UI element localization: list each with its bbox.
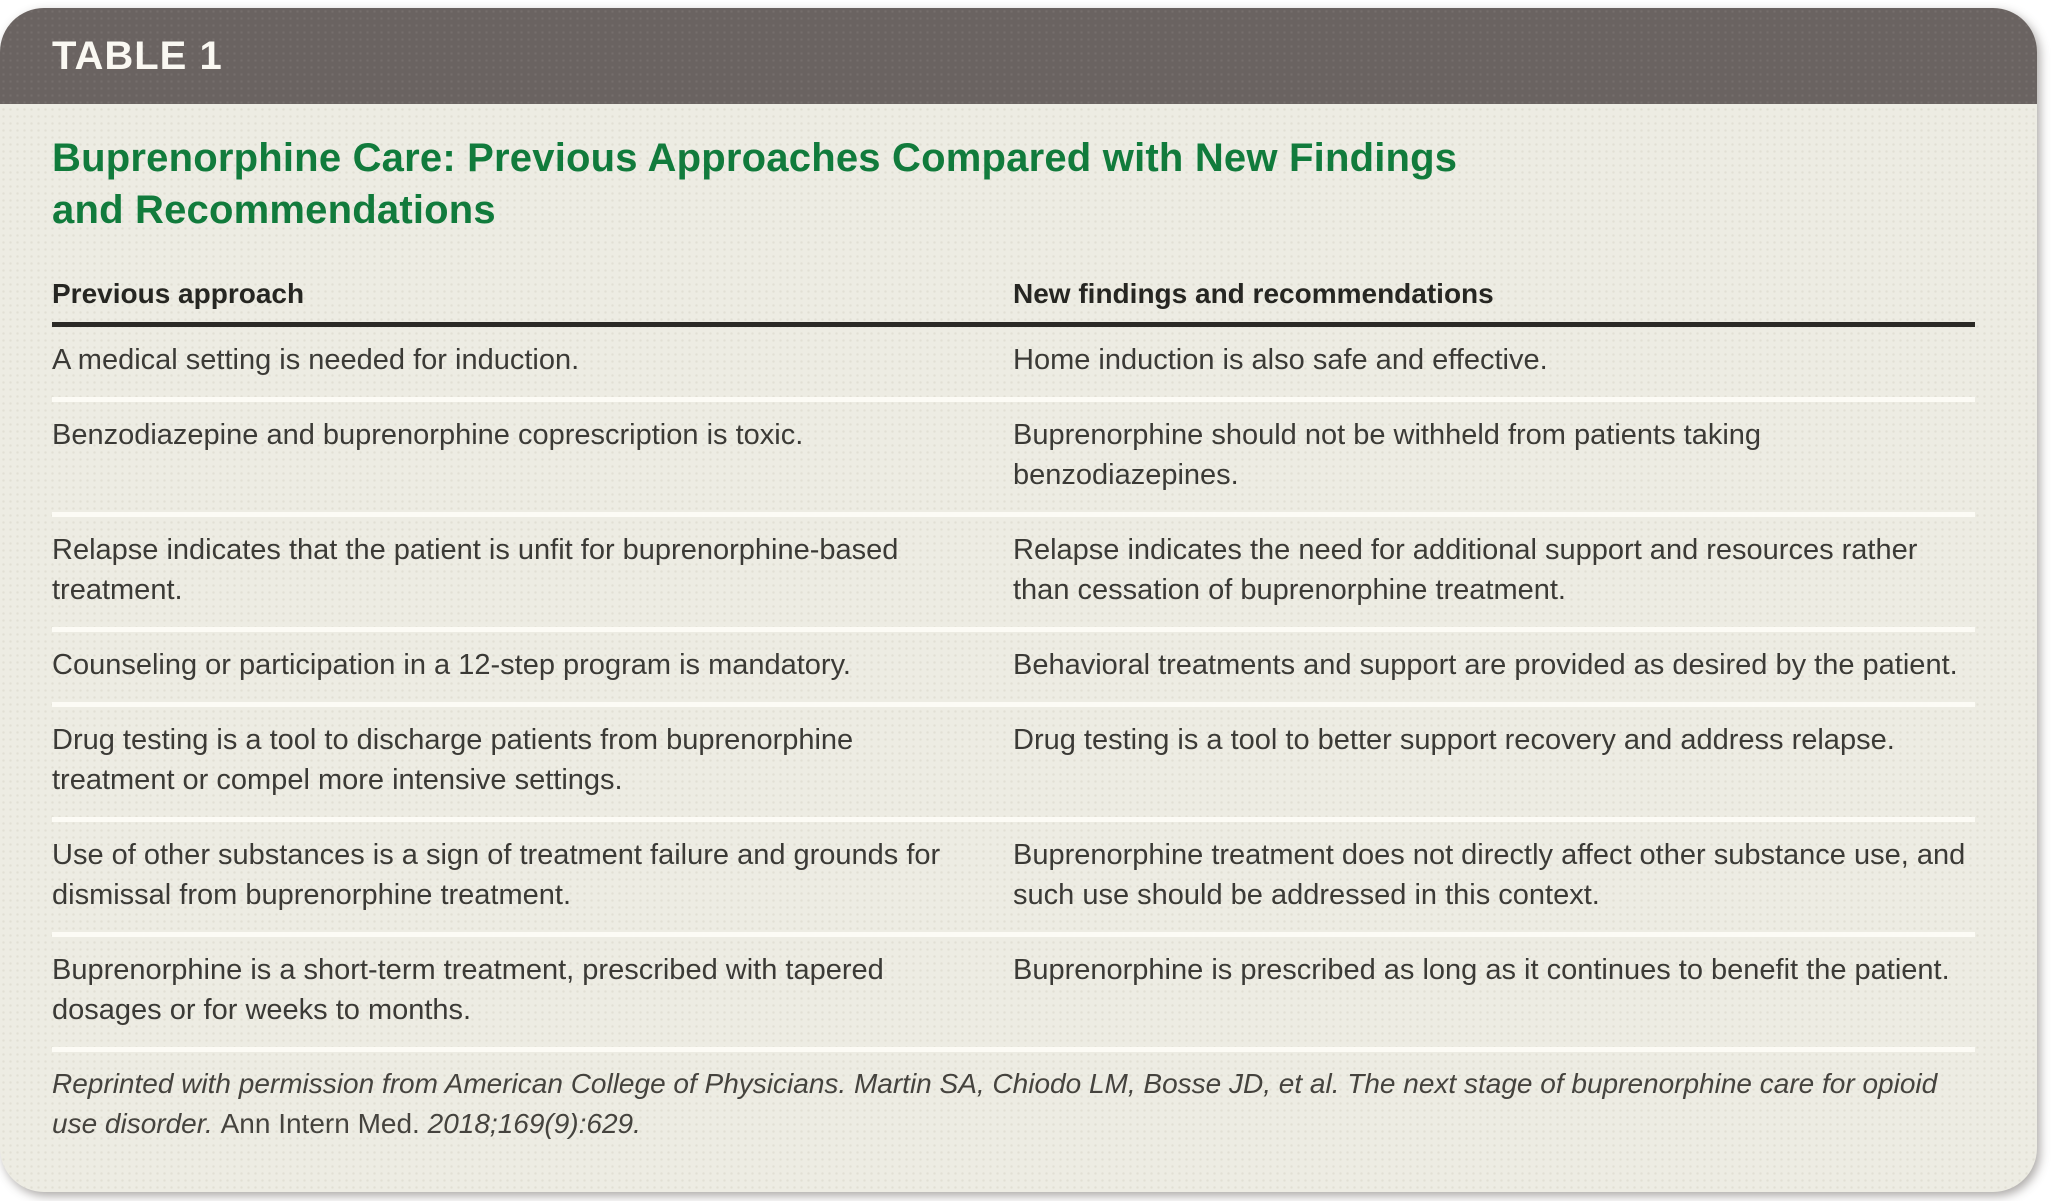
- cell-previous-approach: Buprenorphine is a short-term treatment,…: [52, 954, 884, 1026]
- table-row: Benzodiazepine and buprenorphine copresc…: [52, 402, 1975, 517]
- table-row: Counseling or participation in a 12-step…: [52, 632, 1975, 707]
- table-title: Buprenorphine Care: Previous Approaches …: [52, 132, 1975, 236]
- cell-previous-approach: Drug testing is a tool to discharge pati…: [52, 724, 854, 796]
- citation-journal-name: Ann Intern Med.: [220, 1108, 420, 1139]
- cell-previous-approach: Counseling or participation in a 12-step…: [52, 649, 851, 681]
- column-header-new-findings: New findings and recommendations: [1013, 278, 1494, 309]
- column-header-row: Previous approach New findings and recom…: [52, 278, 1975, 327]
- table-content: Buprenorphine Care: Previous Approaches …: [0, 132, 2037, 1144]
- cell-new-findings: Home induction is also safe and effectiv…: [1013, 344, 1548, 376]
- table-header-bar: TABLE 1: [0, 8, 2037, 104]
- cell-new-findings: Behavioral treatments and support are pr…: [1013, 649, 1958, 681]
- table-row: A medical setting is needed for inductio…: [52, 327, 1975, 402]
- cell-new-findings: Buprenorphine treatment does not directl…: [1013, 839, 1966, 911]
- citation: Reprinted with permission from American …: [52, 1052, 1975, 1144]
- table-card: TABLE 1 Buprenorphine Care: Previous App…: [0, 8, 2037, 1192]
- cell-new-findings: Buprenorphine should not be withheld fro…: [1013, 419, 1762, 491]
- cell-previous-approach: Benzodiazepine and buprenorphine copresc…: [52, 419, 804, 451]
- table-row: Relapse indicates that the patient is un…: [52, 517, 1975, 632]
- cell-previous-approach: Use of other substances is a sign of tre…: [52, 839, 941, 911]
- table-row: Drug testing is a tool to discharge pati…: [52, 707, 1975, 822]
- table-row: Buprenorphine is a short-term treatment,…: [52, 937, 1975, 1052]
- cell-new-findings: Buprenorphine is prescribed as long as i…: [1013, 954, 1950, 986]
- cell-previous-approach: A medical setting is needed for inductio…: [52, 344, 580, 376]
- column-header-previous-approach: Previous approach: [52, 278, 305, 309]
- citation-volume-info: 2018;169(9):629.: [419, 1108, 641, 1139]
- table-title-line1: Buprenorphine Care: Previous Approaches …: [52, 136, 1458, 180]
- cell-new-findings: Drug testing is a tool to better support…: [1013, 724, 1895, 756]
- table-label: TABLE 1: [52, 33, 223, 78]
- table-title-line2: and Recommendations: [52, 188, 496, 232]
- cell-previous-approach: Relapse indicates that the patient is un…: [52, 534, 899, 606]
- table-row: Use of other substances is a sign of tre…: [52, 822, 1975, 937]
- cell-new-findings: Relapse indicates the need for additiona…: [1013, 534, 1918, 606]
- citation-text: Reprinted with permission from American …: [52, 1068, 1938, 1139]
